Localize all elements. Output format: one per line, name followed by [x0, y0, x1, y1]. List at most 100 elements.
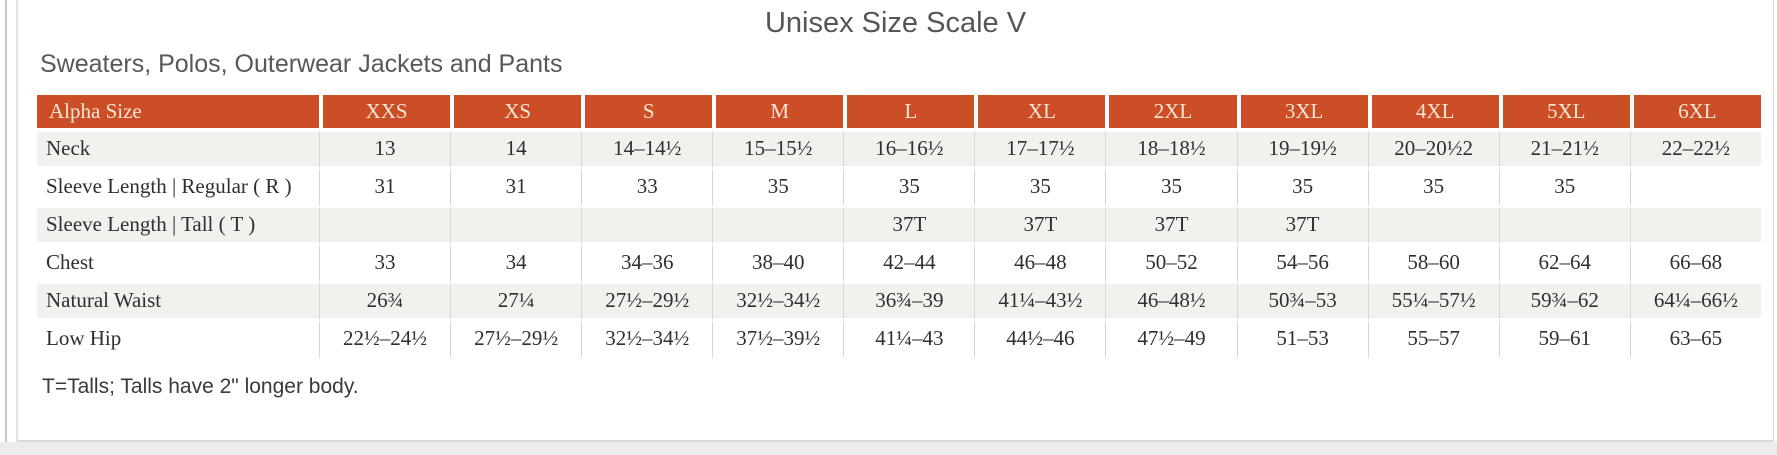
table-cell: 37T: [974, 207, 1106, 246]
table-cell: 27¼: [450, 283, 582, 322]
size-table-head: Alpha Size XXS XS S M L XL 2XL 3XL 4XL 5XL 6XL: [37, 94, 1761, 132]
table-cell: 41¼–43: [843, 321, 975, 360]
table-cell: 35: [1367, 169, 1499, 208]
table-cell: [581, 207, 713, 246]
table-cell: 64¼–66½: [1629, 283, 1761, 322]
table-cell: [712, 207, 844, 246]
table-row: Sleeve Length | Regular ( R ) 31 31 33 35 35 3…: [37, 169, 1761, 208]
table-row: Natural Waist 26¾ 27¼ 27½–29½ 32½–34½ 36¾–39 4…: [37, 283, 1761, 322]
table-cell: 63–65: [1629, 321, 1761, 360]
table-cell: 27½–29½: [581, 283, 713, 322]
size-table: Alpha Size XXS XS S M L XL 2XL 3XL 4XL 5XL 6XL Neck…: [37, 94, 1761, 360]
page-subtitle: Sweaters, Polos, Outerwear Jackets and P…: [40, 49, 563, 78]
header-row: Alpha Size XXS XS S M L XL 2XL 3XL 4XL 5XL 6XL: [37, 94, 1761, 132]
table-cell: 13: [319, 131, 451, 170]
table-cell: 66–68: [1629, 245, 1761, 284]
table-cell: 35: [1498, 169, 1630, 208]
page-title: Unisex Size Scale V: [764, 7, 1027, 39]
column-header: 5XL: [1498, 94, 1630, 132]
table-cell: 50–52: [1105, 245, 1237, 284]
table-cell: 26¾: [319, 283, 451, 322]
table-cell: [1367, 207, 1499, 246]
table-cell: 59¾–62: [1498, 283, 1630, 322]
column-header: S: [581, 94, 713, 132]
row-label: Neck: [37, 131, 319, 170]
row-label: Sleeve Length | Tall ( T ): [37, 207, 319, 246]
column-header: 6XL: [1629, 94, 1761, 132]
table-cell: 35: [843, 169, 975, 208]
table-row: Low Hip 22½–24½ 27½–29½ 32½–34½ 37½–39½ 41¼–4…: [37, 321, 1761, 360]
table-cell: 19–19½: [1236, 131, 1368, 170]
table-row: Neck 13 14 14–14½ 15–15½ 16–16½ 17–17½ 18–18½ 19…: [37, 131, 1761, 170]
table-cell: 59–61: [1498, 321, 1630, 360]
table-cell: 21–21½: [1498, 131, 1630, 170]
table-cell: 33: [581, 169, 713, 208]
table-cell: 58–60: [1367, 245, 1499, 284]
table-cell: 47½–49: [1105, 321, 1237, 360]
table-cell: 37T: [1236, 207, 1368, 246]
table-cell: [1498, 207, 1630, 246]
card-left-border: [16, 0, 18, 455]
table-cell: 32½–34½: [712, 283, 844, 322]
bottom-strip: [0, 442, 1777, 455]
column-header-label: Alpha Size: [37, 94, 319, 132]
table-cell: 34: [450, 245, 582, 284]
table-cell: 35: [712, 169, 844, 208]
table-cell: 27½–29½: [450, 321, 582, 360]
table-cell: 44½–46: [974, 321, 1106, 360]
column-header: L: [843, 94, 975, 132]
table-cell: 34–36: [581, 245, 713, 284]
table-cell: 31: [319, 169, 451, 208]
size-chart-card: Unisex Size Scale V Sweaters, Polos, Out…: [18, 0, 1774, 442]
column-header: M: [712, 94, 844, 132]
size-table-body: Neck 13 14 14–14½ 15–15½ 16–16½ 17–17½ 18–18½ 19…: [37, 131, 1761, 360]
table-cell: 51–53: [1236, 321, 1368, 360]
table-cell: 15–15½: [712, 131, 844, 170]
table-cell: 35: [974, 169, 1106, 208]
table-cell: 35: [1105, 169, 1237, 208]
row-label: Natural Waist: [37, 283, 319, 322]
table-cell: 31: [450, 169, 582, 208]
table-cell: 55–57: [1367, 321, 1499, 360]
table-cell: 38–40: [712, 245, 844, 284]
column-header: 3XL: [1236, 94, 1368, 132]
column-header: XS: [450, 94, 582, 132]
table-cell: 33: [319, 245, 451, 284]
table-row: Sleeve Length | Tall ( T ) 37T 37T 37T 37T: [37, 207, 1761, 246]
table-cell: 42–44: [843, 245, 975, 284]
left-edge-rule: [5, 0, 7, 455]
table-row: Chest 33 34 34–36 38–40 42–44 46–48 50–52 54–56 5…: [37, 245, 1761, 284]
table-cell: [1629, 207, 1761, 246]
table-cell: 55¼–57½: [1367, 283, 1499, 322]
table-cell: [450, 207, 582, 246]
table-cell: 62–64: [1498, 245, 1630, 284]
footnote: T=Talls; Talls have 2" longer body.: [42, 374, 359, 398]
column-header: XL: [974, 94, 1106, 132]
table-cell: 35: [1236, 169, 1368, 208]
table-cell: 16–16½: [843, 131, 975, 170]
table-cell: [319, 207, 451, 246]
row-label: Low Hip: [37, 321, 319, 360]
table-cell: 20–20½2: [1367, 131, 1499, 170]
table-cell: 22½–24½: [319, 321, 451, 360]
column-header: 4XL: [1367, 94, 1499, 132]
table-cell: [1629, 169, 1761, 208]
table-cell: 18–18½: [1105, 131, 1237, 170]
table-cell: 41¼–43½: [974, 283, 1106, 322]
table-cell: 54–56: [1236, 245, 1368, 284]
table-cell: 46–48: [974, 245, 1106, 284]
table-cell: 14: [450, 131, 582, 170]
table-cell: 22–22½: [1629, 131, 1761, 170]
row-label: Chest: [37, 245, 319, 284]
table-cell: 32½–34½: [581, 321, 713, 360]
column-header: XXS: [319, 94, 451, 132]
column-header: 2XL: [1105, 94, 1237, 132]
table-cell: 46–48½: [1105, 283, 1237, 322]
table-cell: 37T: [843, 207, 975, 246]
row-label: Sleeve Length | Regular ( R ): [37, 169, 319, 208]
table-cell: 50¾–53: [1236, 283, 1368, 322]
table-cell: 37T: [1105, 207, 1237, 246]
table-cell: 14–14½: [581, 131, 713, 170]
table-cell: 36¾–39: [843, 283, 975, 322]
